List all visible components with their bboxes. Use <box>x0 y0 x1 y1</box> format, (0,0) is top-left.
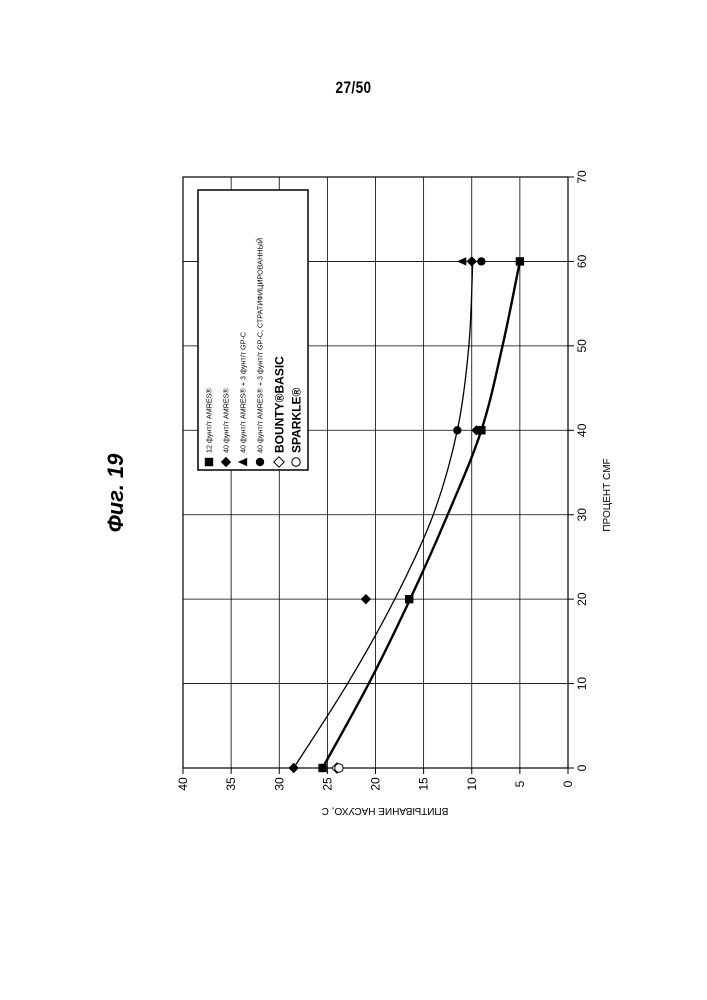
legend-marker-circle <box>256 458 264 466</box>
y-tick-label: 40 <box>176 777 190 791</box>
legend-label: 12 фунт/т AMRES® <box>205 387 214 453</box>
y-tick-label: 35 <box>224 777 238 791</box>
y-tick-label: 5 <box>513 780 527 787</box>
y-tick-label: 10 <box>465 777 479 791</box>
data-point-diamond <box>467 256 477 266</box>
data-point-diamond <box>361 594 371 604</box>
x-tick-label: 30 <box>575 508 589 522</box>
y-tick-label: 0 <box>561 780 575 787</box>
legend-marker-circle-open <box>292 458 300 466</box>
x-tick-label: 40 <box>575 423 589 437</box>
data-point-triangle <box>457 257 466 265</box>
data-point-circle-open <box>335 764 343 772</box>
x-tick-label: 60 <box>575 254 589 268</box>
legend-label: 40 фунт/т AMRES® <box>222 387 231 453</box>
data-point-diamond <box>288 763 298 773</box>
y-tick-label: 20 <box>369 777 383 791</box>
x-axis-label: ПРОЦЕНТ CMF <box>602 458 613 531</box>
y-axis-label: ВПИТЫВАНИЕ НАСУХО, С <box>322 805 449 816</box>
x-tick-label: 20 <box>575 592 589 606</box>
data-point-square <box>318 764 326 772</box>
data-point-square <box>405 595 413 603</box>
y-tick-label: 25 <box>320 777 334 791</box>
legend-label: 40 фунт/т AMRES® + 3 фунт/т GP-C <box>239 332 248 453</box>
legend-marker-square <box>205 458 213 466</box>
y-tick-label: 30 <box>272 777 286 791</box>
legend: 12 фунт/т AMRES® 40 фунт/т AMRES® 40 фунт/… <box>198 190 308 470</box>
legend-label: BOUNTY®BASIC <box>273 356 287 453</box>
x-tick-label: 0 <box>575 764 589 771</box>
legend-label: SPARKLE® <box>290 388 304 453</box>
x-tick-label: 10 <box>575 677 589 691</box>
data-point-circle <box>477 257 485 265</box>
legend-label: 40 фунт/т AMRES® + 3 фунт/т GP-C, СТРАТИ… <box>256 238 265 453</box>
data-point-square <box>516 257 524 265</box>
x-tick-label: 70 <box>575 170 589 184</box>
y-tick-label: 15 <box>417 777 431 791</box>
data-point-circle <box>453 426 461 434</box>
x-tick-label: 50 <box>575 339 589 353</box>
figure-title: Фиг. 19 <box>103 453 128 533</box>
